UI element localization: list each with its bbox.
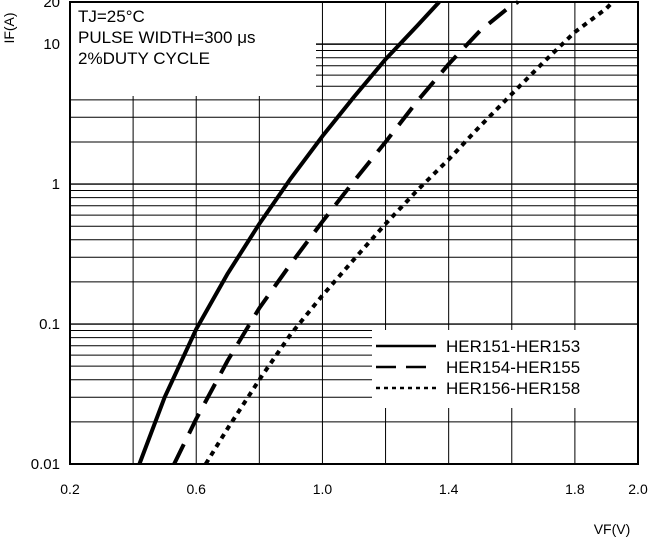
annotation-line-2: PULSE WIDTH=300 μs bbox=[78, 28, 256, 47]
annotation-line-3: 2%DUTY CYCLE bbox=[78, 49, 210, 68]
x-tick-label: 1.8 bbox=[565, 481, 585, 497]
x-tick-label: 0.2 bbox=[60, 481, 80, 497]
x-tick-label: 1.4 bbox=[439, 481, 459, 497]
plot-frame bbox=[69, 1, 639, 465]
y-tick-label: 20 bbox=[43, 0, 60, 11]
y-axis-label: IF(A) bbox=[1, 12, 17, 43]
y-tick-label: 0.1 bbox=[39, 316, 60, 333]
y-tick-label: 1 bbox=[52, 176, 60, 193]
y-tick-label: 0.01 bbox=[31, 456, 60, 473]
x-tick-label: 2.0 bbox=[628, 481, 648, 497]
x-axis-label: VF(V) bbox=[594, 521, 631, 537]
legend: HER151-HER153 HER154-HER155 HER156-HER158 bbox=[376, 337, 580, 398]
curves bbox=[137, 0, 615, 466]
y-tick-label: 10 bbox=[43, 36, 60, 53]
x-tick-label: 0.6 bbox=[186, 481, 206, 497]
legend-label-1: HER151-HER153 bbox=[446, 337, 580, 356]
legend-box bbox=[372, 330, 638, 408]
legend-label-2: HER154-HER155 bbox=[446, 358, 580, 377]
tick-labels: 0.2 0.6 1.0 1.4 1.8 2.0 0.01 0.1 1 10 20 bbox=[31, 0, 648, 497]
annotation: TJ=25°C PULSE WIDTH=300 μs 2%DUTY CYCLE bbox=[78, 7, 256, 68]
series-line-2 bbox=[172, 0, 519, 465]
annotation-line-1: TJ=25°C bbox=[78, 7, 145, 26]
series-line-1 bbox=[137, 0, 441, 465]
legend-label-3: HER156-HER158 bbox=[446, 379, 580, 398]
x-tick-label: 1.0 bbox=[313, 481, 333, 497]
annotation-box bbox=[70, 2, 316, 96]
